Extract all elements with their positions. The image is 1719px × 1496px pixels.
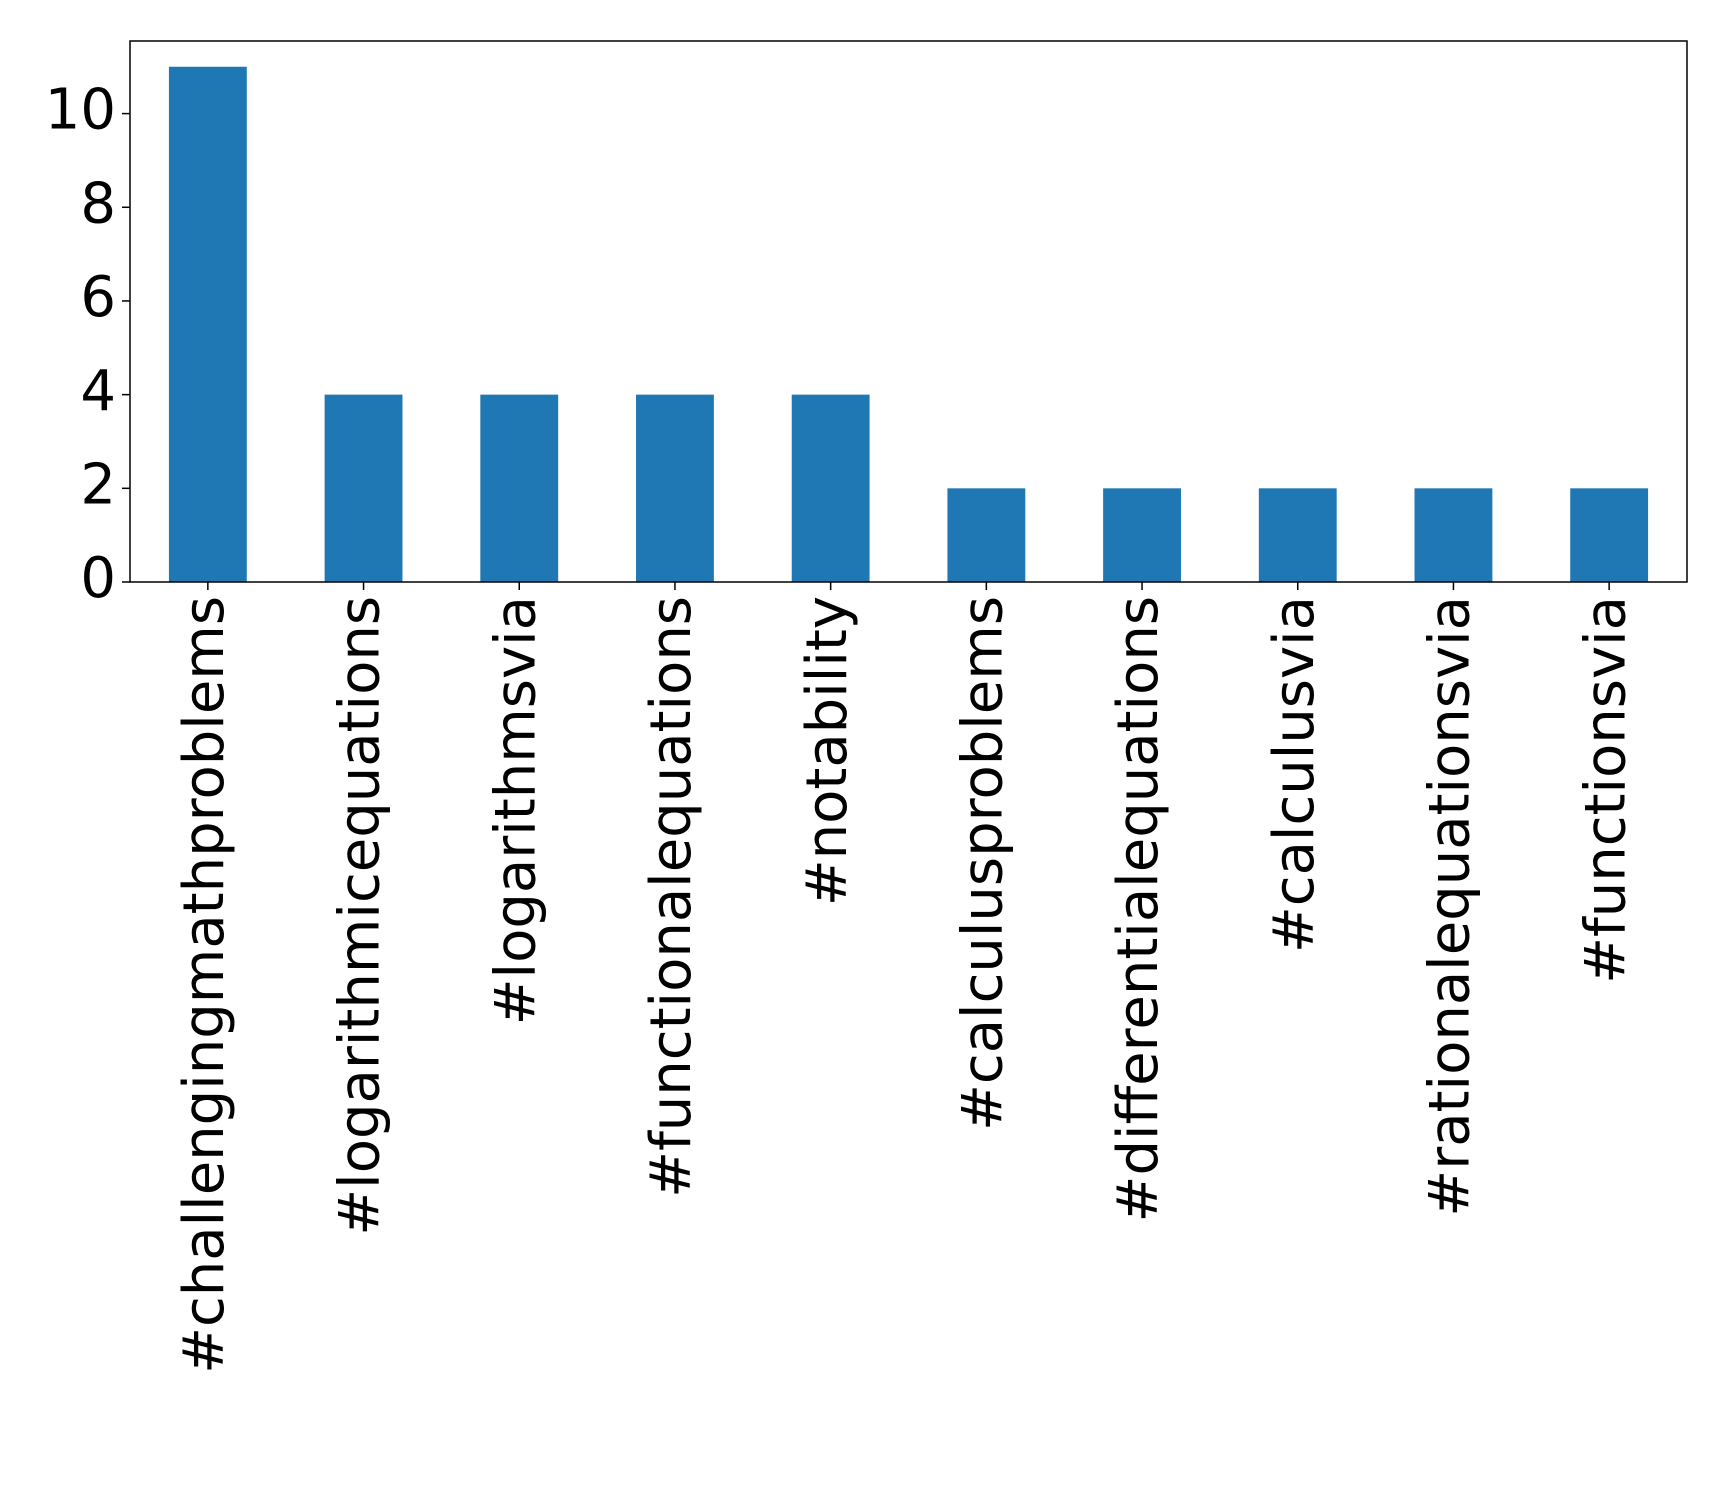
y-tick-label: 2 (80, 452, 116, 517)
x-tick-label: #functionalequations (639, 596, 704, 1198)
bar (1570, 488, 1649, 582)
x-tick-label: #functionsvia (1573, 596, 1638, 984)
bar (324, 394, 403, 582)
bar (791, 394, 870, 582)
bar (1414, 488, 1493, 582)
plot-frame (129, 40, 1688, 583)
x-tick-label: #rationalequationsvia (1418, 596, 1483, 1217)
y-tick-label: 4 (80, 359, 116, 424)
x-tick-label: #logarithmsvia (483, 596, 548, 1025)
bar (480, 394, 559, 582)
y-tick-label: 10 (45, 78, 116, 143)
bar (1258, 488, 1337, 582)
x-tick-label: #calculusproblems (950, 596, 1015, 1131)
x-tick-label: #logarithmicequations (328, 596, 393, 1236)
x-tick-label: #calculusvia (1262, 596, 1327, 953)
bar (947, 488, 1026, 582)
x-tick-label: #differentialequations (1106, 596, 1171, 1222)
bar (1103, 488, 1181, 582)
y-tick-label: 8 (80, 171, 116, 236)
y-tick-label: 6 (80, 265, 116, 330)
bar (168, 66, 247, 582)
y-tick-label: 0 (80, 546, 116, 611)
bar (636, 394, 714, 582)
x-tick-label: #notability (795, 596, 860, 906)
x-tick-label: #challengingmathproblems (172, 596, 237, 1374)
